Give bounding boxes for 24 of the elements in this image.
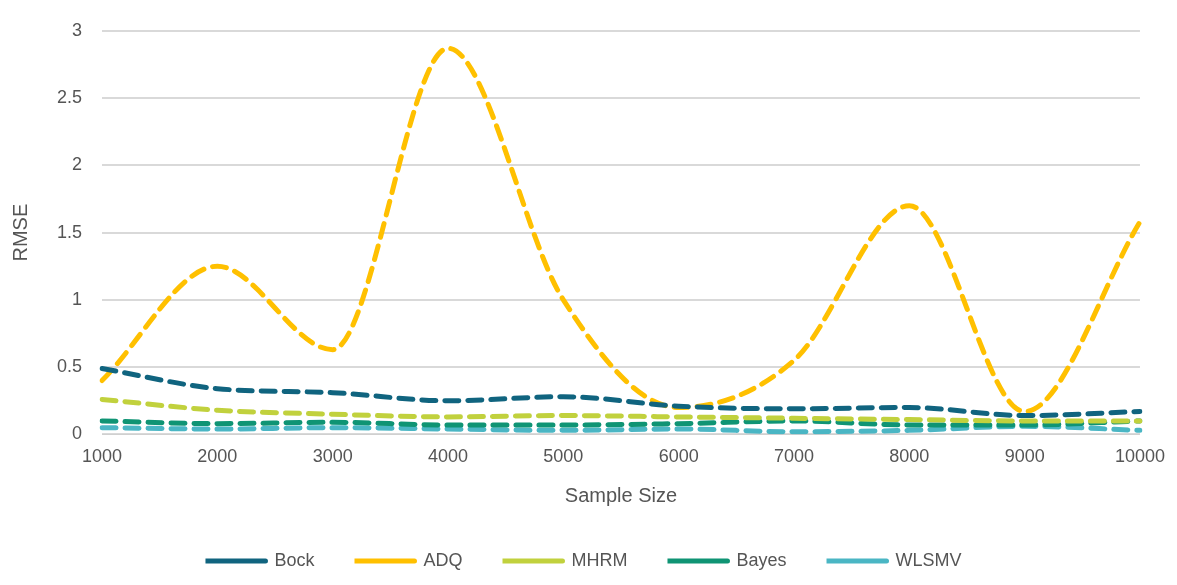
x-tick-label: 7000 [773,446,815,467]
x-tick-label: 9000 [1004,446,1045,467]
y-tick-label: 3 [72,19,83,40]
y-tick-label: 0.5 [56,356,83,377]
legend-label: Bock [274,549,316,570]
y-tick-label: 1 [72,288,83,309]
y-tick-label: 2 [72,154,83,175]
y-tick-label: 0 [72,423,83,444]
x-tick-label: 3000 [312,446,353,467]
x-tick-label: 8000 [889,446,930,467]
legend-label: ADQ [423,549,463,570]
legend-label: MHRM [571,549,628,570]
y-tick-label: 2.5 [56,87,83,108]
legend-label: Bayes [736,549,787,570]
x-tick-label: 10000 [1114,446,1165,467]
x-tick-label: 4000 [427,446,469,467]
x-axis-title: Sample Size [564,483,678,506]
y-tick-label: 1.5 [56,221,83,242]
x-tick-label: 6000 [658,446,699,467]
x-tick-label: 1000 [82,446,123,467]
x-tick-label: 5000 [543,446,584,467]
y-axis-title: RMSE [8,203,31,262]
legend-label: WLSMV [895,549,962,570]
x-tick-label: 2000 [197,446,238,467]
